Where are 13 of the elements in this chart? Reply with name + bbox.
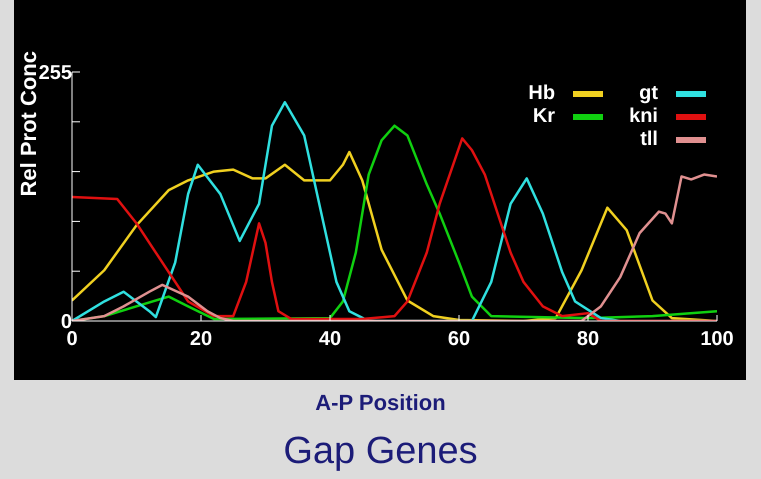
legend-label: tll (640, 128, 658, 151)
x-tick-label: 80 (576, 328, 600, 350)
legend-label: Kr (532, 105, 556, 128)
text: Gap Genes (282, 430, 479, 473)
x-tick-label: 40 (318, 328, 342, 350)
legend-label: Hb (528, 82, 556, 105)
legend-label: gt (639, 82, 658, 105)
x-tick-label: 100 (700, 328, 734, 350)
x-axis-title: A-P Position (314, 390, 447, 416)
x-tick-label: 60 (448, 328, 470, 350)
y-tick-label: 255 (38, 62, 72, 84)
legend-label: kni (629, 105, 658, 128)
x-tick-label: 20 (190, 328, 212, 350)
